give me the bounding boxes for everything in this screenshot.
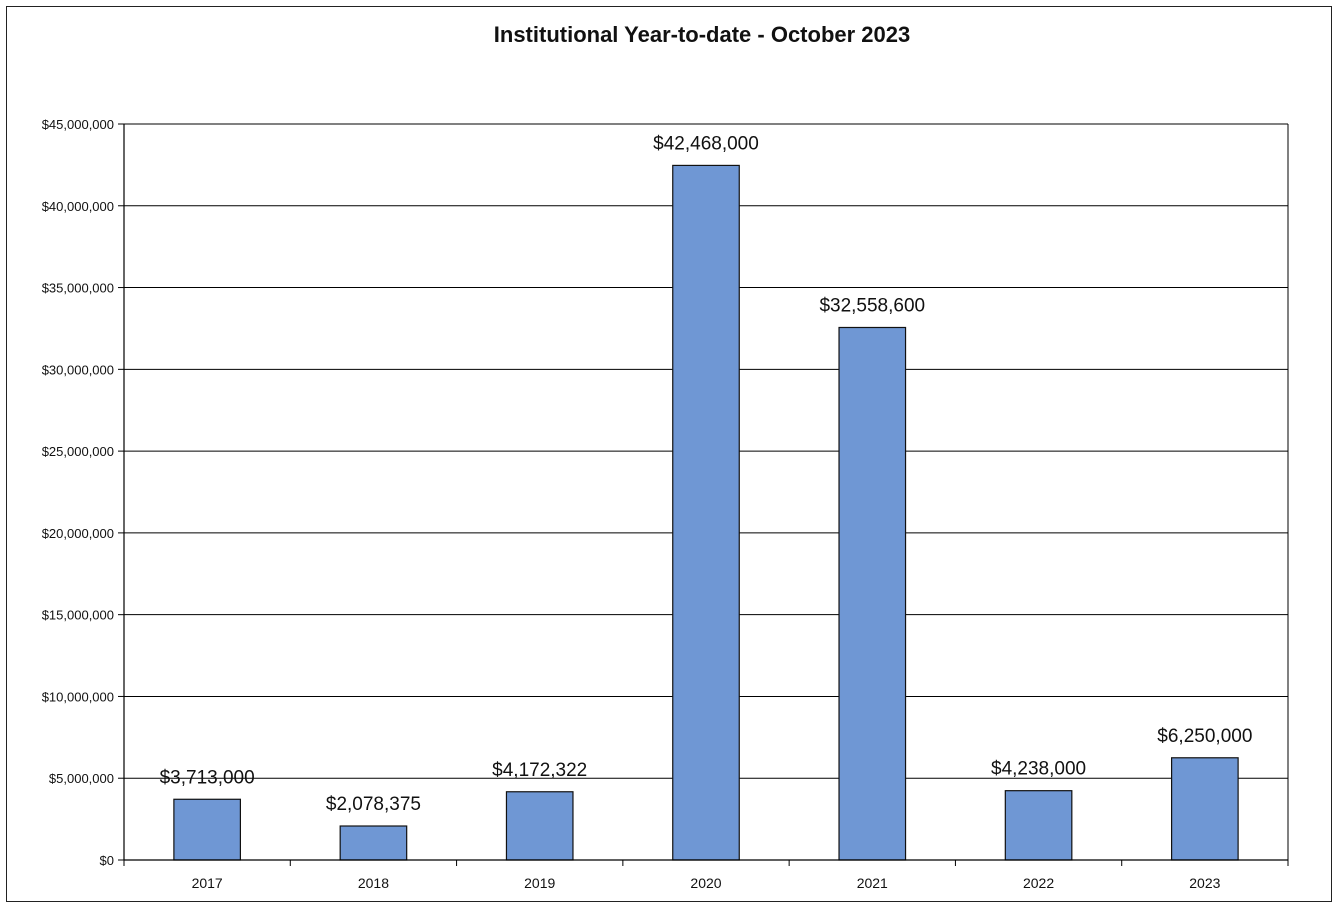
data-label: $6,250,000 <box>1157 726 1252 747</box>
x-tick-label: 2017 <box>192 875 223 891</box>
chart-frame <box>6 6 1332 902</box>
y-tick-label: $10,000,000 <box>42 689 114 704</box>
chart-title: Institutional Year-to-date - October 202… <box>493 22 911 47</box>
x-tick-label: 2022 <box>1023 875 1054 891</box>
data-label: $3,713,000 <box>160 767 255 788</box>
bar <box>505 791 574 861</box>
data-label: $4,238,000 <box>991 759 1086 780</box>
y-tick-label: $20,000,000 <box>42 526 114 541</box>
y-tick-label: $30,000,000 <box>42 362 114 377</box>
y-tick-label: $45,000,000 <box>42 117 114 132</box>
x-tick-label: 2018 <box>358 875 389 891</box>
x-tick-label: 2023 <box>1189 875 1220 891</box>
data-label: $32,558,600 <box>819 295 925 316</box>
bar <box>672 164 740 861</box>
bar <box>1170 757 1239 861</box>
bar <box>1004 790 1073 861</box>
bar <box>339 825 408 861</box>
bar <box>173 798 241 861</box>
y-tick-label: $35,000,000 <box>42 281 114 296</box>
y-tick-label: $5,000,000 <box>49 771 114 786</box>
bars <box>173 164 1239 861</box>
data-label: $4,172,322 <box>492 760 587 781</box>
x-tick-label: 2020 <box>690 875 721 891</box>
axes <box>118 123 1289 866</box>
y-tick-label: $0 <box>100 853 114 868</box>
y-tick-label: $40,000,000 <box>42 199 114 214</box>
x-tick-label: 2021 <box>857 875 888 891</box>
labels: $0 $5,000,000 $10,000,000 $15,000,000 $20,00… <box>42 117 1253 891</box>
y-tick-label: $15,000,000 <box>42 608 114 623</box>
x-tick-label: 2019 <box>524 875 555 891</box>
bar <box>838 326 907 861</box>
data-label: $42,468,000 <box>653 133 759 154</box>
y-tick-label: $25,000,000 <box>42 444 114 459</box>
data-label: $2,078,375 <box>326 794 421 815</box>
